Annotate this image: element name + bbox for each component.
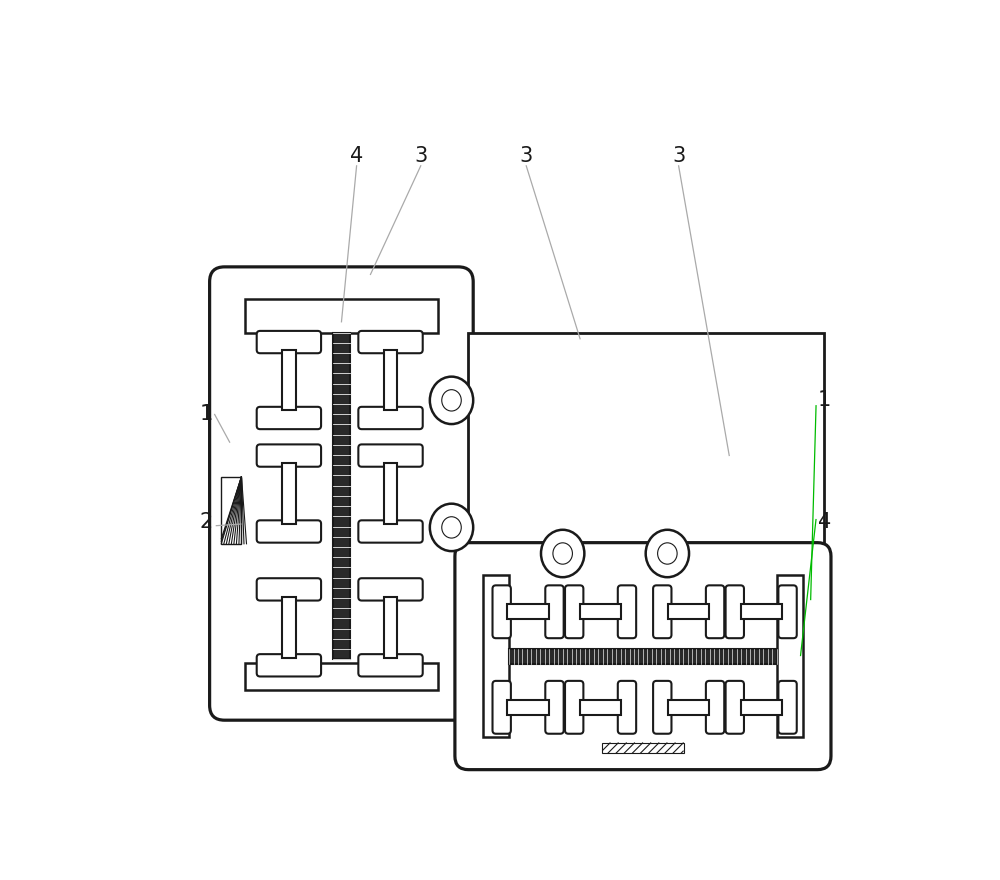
FancyBboxPatch shape [257, 444, 321, 466]
Text: 3: 3 [414, 146, 428, 166]
FancyBboxPatch shape [706, 585, 724, 638]
Bar [509, 649, 777, 664]
Ellipse shape [646, 530, 689, 577]
Text: 3: 3 [672, 146, 685, 166]
FancyBboxPatch shape [493, 585, 511, 638]
Bar [221, 477, 241, 545]
Text: 4: 4 [818, 512, 831, 532]
FancyBboxPatch shape [565, 585, 583, 638]
Bar [668, 605, 709, 620]
FancyBboxPatch shape [257, 578, 321, 600]
Bar [384, 464, 397, 524]
Ellipse shape [430, 377, 473, 424]
Text: 3: 3 [519, 146, 533, 166]
FancyBboxPatch shape [358, 520, 423, 543]
FancyBboxPatch shape [257, 654, 321, 677]
Bar [384, 598, 397, 657]
Ellipse shape [553, 543, 572, 564]
FancyBboxPatch shape [358, 654, 423, 677]
Bar [507, 700, 549, 715]
FancyBboxPatch shape [726, 585, 744, 638]
Bar [282, 598, 296, 657]
Bar [333, 333, 350, 659]
Bar [483, 576, 509, 737]
Bar [580, 700, 621, 715]
Bar [282, 464, 296, 524]
Bar [741, 700, 782, 715]
FancyBboxPatch shape [778, 585, 797, 638]
FancyBboxPatch shape [653, 681, 671, 734]
Text: 1: 1 [818, 391, 831, 410]
Text: 2: 2 [200, 512, 213, 532]
Bar [245, 664, 438, 691]
FancyBboxPatch shape [618, 681, 636, 734]
FancyBboxPatch shape [618, 585, 636, 638]
FancyBboxPatch shape [778, 681, 797, 734]
Ellipse shape [442, 517, 461, 538]
FancyBboxPatch shape [726, 681, 744, 734]
Ellipse shape [430, 503, 473, 551]
Bar [602, 743, 684, 753]
FancyBboxPatch shape [257, 520, 321, 543]
Bar [507, 605, 549, 620]
Bar [245, 298, 438, 333]
Bar [777, 576, 803, 737]
Bar [282, 350, 296, 410]
FancyBboxPatch shape [706, 681, 724, 734]
FancyBboxPatch shape [545, 585, 564, 638]
FancyBboxPatch shape [358, 331, 423, 353]
FancyBboxPatch shape [455, 543, 831, 770]
FancyBboxPatch shape [358, 578, 423, 600]
Ellipse shape [658, 543, 677, 564]
FancyBboxPatch shape [358, 407, 423, 429]
Text: 1: 1 [200, 404, 213, 424]
FancyBboxPatch shape [210, 267, 473, 720]
Bar [741, 605, 782, 620]
FancyBboxPatch shape [545, 681, 564, 734]
Bar [668, 700, 709, 715]
FancyBboxPatch shape [565, 681, 583, 734]
Text: 4: 4 [350, 146, 363, 166]
FancyBboxPatch shape [257, 331, 321, 353]
Ellipse shape [442, 390, 461, 411]
Ellipse shape [541, 530, 584, 577]
Bar [468, 333, 824, 607]
FancyBboxPatch shape [493, 681, 511, 734]
Bar [580, 605, 621, 620]
FancyBboxPatch shape [358, 444, 423, 466]
FancyBboxPatch shape [653, 585, 671, 638]
Bar [384, 350, 397, 410]
FancyBboxPatch shape [257, 407, 321, 429]
